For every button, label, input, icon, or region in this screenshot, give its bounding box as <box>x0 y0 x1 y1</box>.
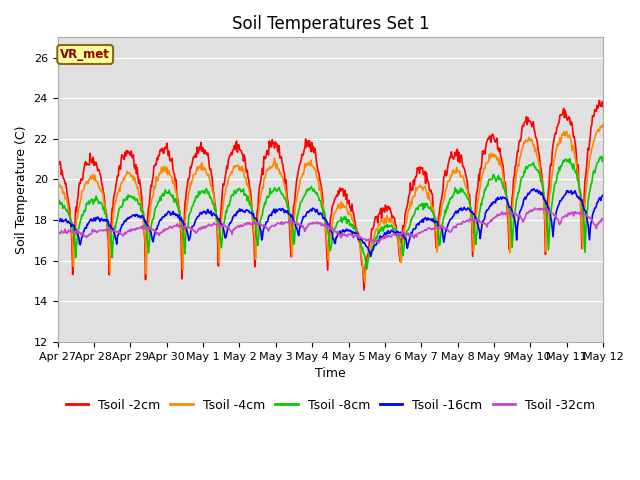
X-axis label: Time: Time <box>315 367 346 380</box>
Title: Soil Temperatures Set 1: Soil Temperatures Set 1 <box>232 15 429 33</box>
Text: VR_met: VR_met <box>60 48 110 61</box>
Legend: Tsoil -2cm, Tsoil -4cm, Tsoil -8cm, Tsoil -16cm, Tsoil -32cm: Tsoil -2cm, Tsoil -4cm, Tsoil -8cm, Tsoi… <box>61 394 600 417</box>
Y-axis label: Soil Temperature (C): Soil Temperature (C) <box>15 125 28 254</box>
